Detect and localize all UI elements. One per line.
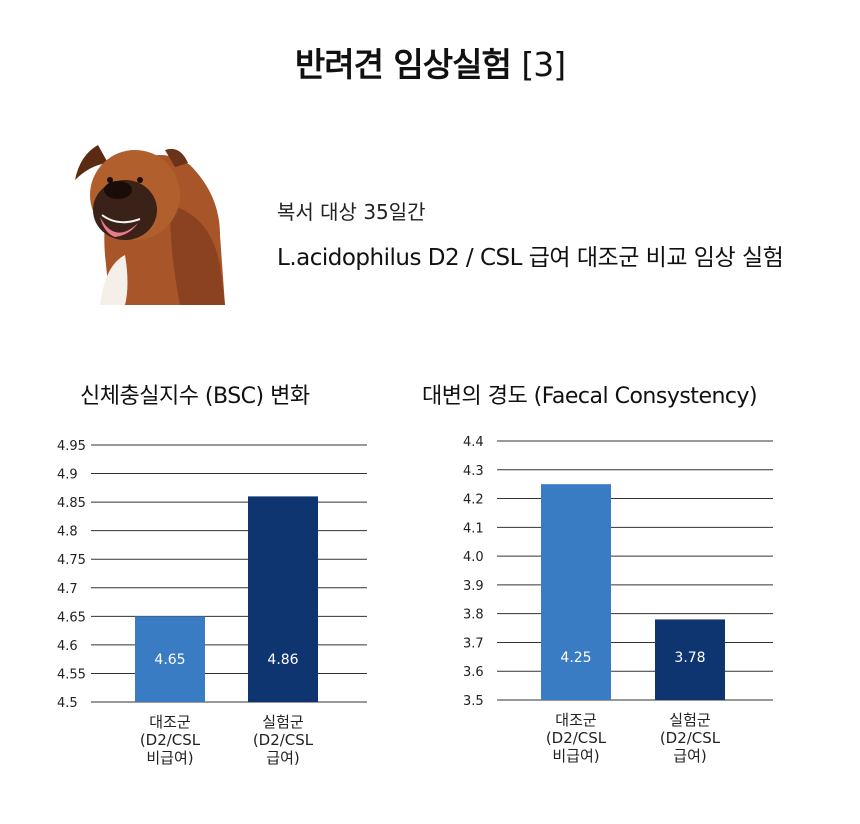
bsc-y-tick-label: 4.6 — [57, 639, 78, 654]
bsc-category-label: (D2/CSL — [140, 731, 201, 749]
chart-title-faecal: 대변의 경도 (Faecal Consystency) — [422, 384, 758, 409]
faecal-y-tick-label: 4.4 — [463, 435, 484, 450]
faecal-y-tick-label: 3.6 — [463, 665, 484, 680]
faecal-bar-value-label: 3.78 — [674, 650, 705, 666]
bsc-category-label: 대조군 — [149, 713, 191, 731]
faecal-category-label: 대조군 — [555, 711, 597, 729]
bsc-bar-value-label: 4.86 — [267, 652, 298, 668]
page-title-text: 반려견 임상실험 — [294, 45, 512, 84]
page-title: 반려견 임상실험 [3] — [0, 38, 860, 86]
bsc-category-label: 실험군 — [262, 713, 304, 731]
bsc-y-tick-label: 4.55 — [57, 667, 86, 682]
bsc-category-label: (D2/CSL — [253, 731, 314, 749]
faecal-y-tick-label: 3.8 — [463, 608, 484, 623]
faecal-y-tick-label: 4.1 — [463, 521, 484, 536]
intro-subtitle: 복서 대상 35일간 — [277, 200, 426, 224]
bsc-y-tick-label: 4.65 — [57, 610, 86, 625]
bsc-bar-control — [135, 616, 205, 702]
faecal-y-tick-label: 4.2 — [463, 493, 484, 508]
faecal-category-label: (D2/CSL — [660, 729, 721, 747]
bsc-y-tick-label: 4.5 — [57, 696, 78, 711]
bsc-bar-experimental — [248, 496, 318, 702]
bsc-y-tick-label: 4.9 — [57, 468, 78, 483]
faecal-bar-experimental — [655, 619, 725, 700]
faecal-y-tick-label: 3.7 — [463, 636, 484, 651]
faecal-y-tick-label: 3.9 — [463, 579, 484, 594]
faecal-y-tick-label: 3.5 — [463, 694, 484, 709]
bsc-category-label: 비급여) — [146, 749, 193, 767]
bsc-category-label: 급여) — [266, 749, 299, 767]
bsc-y-tick-label: 4.7 — [57, 582, 78, 597]
faecal-y-tick-label: 4.0 — [463, 550, 484, 565]
bsc-y-tick-label: 4.8 — [57, 525, 78, 540]
faecal-category-label: 급여) — [673, 747, 706, 765]
intro-headline: L.acidophilus D2 / CSL 급여 대조군 비교 임상 실험 — [277, 245, 784, 271]
faecal-category-label: 비급여) — [552, 747, 599, 765]
chart-title-bsc: 신체충실지수 (BSC) 변화 — [80, 384, 310, 409]
boxer-dog-image — [75, 145, 225, 305]
bsc-y-tick-label: 4.95 — [57, 439, 86, 454]
faecal-bar-value-label: 4.25 — [560, 650, 591, 666]
faecal-y-tick-label: 4.3 — [463, 464, 484, 479]
bsc-y-tick-label: 4.85 — [57, 496, 86, 511]
faecal-category-label: (D2/CSL — [546, 729, 607, 747]
bsc-bar-value-label: 4.65 — [154, 652, 185, 668]
page-title-suffix: [3] — [521, 45, 566, 84]
bsc-y-tick-label: 4.75 — [57, 553, 86, 568]
faecal-bar-control — [541, 484, 611, 700]
faecal-category-label: 실험군 — [669, 711, 711, 729]
